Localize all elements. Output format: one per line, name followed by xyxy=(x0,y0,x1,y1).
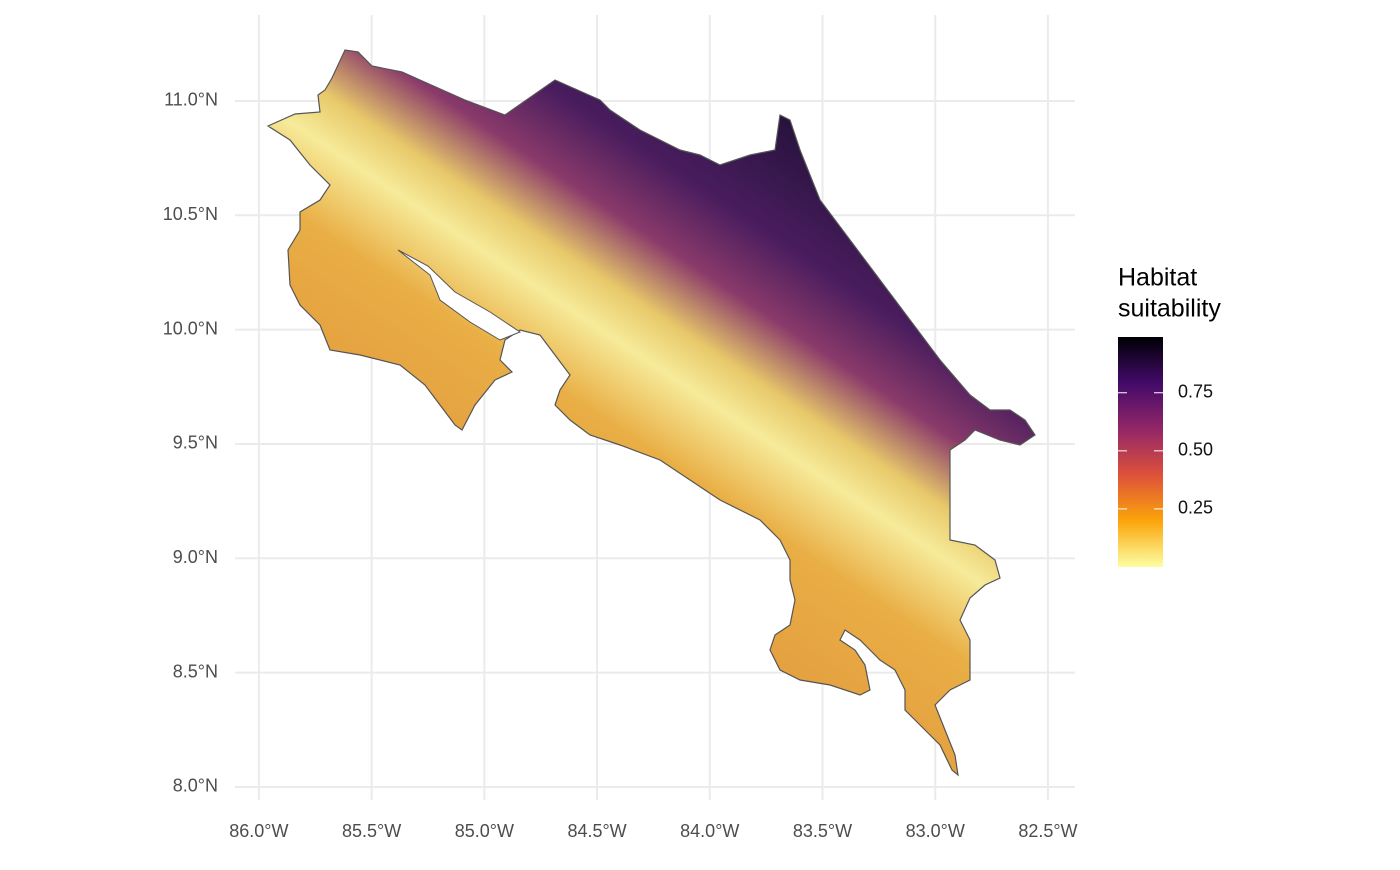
y-tick-label: 10.0°N xyxy=(163,318,218,338)
x-tick-label: 85.0°W xyxy=(455,821,514,841)
gulf xyxy=(397,249,522,341)
country-shape xyxy=(266,49,1036,777)
x-tick-label: 83.5°W xyxy=(793,821,852,841)
y-tick-label: 9.5°N xyxy=(173,433,218,453)
legend-title: suitability xyxy=(1118,295,1221,323)
legend-title: Habitat xyxy=(1118,264,1197,292)
y-tick-label: 10.5°N xyxy=(163,204,218,224)
x-tick-label: 83.0°W xyxy=(906,821,965,841)
x-tick-label: 86.0°W xyxy=(229,821,288,841)
x-tick-label: 82.5°W xyxy=(1018,821,1077,841)
colorbar xyxy=(1118,337,1163,567)
x-tick-label: 84.5°W xyxy=(567,821,626,841)
x-tick-label: 84.0°W xyxy=(680,821,739,841)
x-tick-label: 85.5°W xyxy=(342,821,401,841)
y-tick-label: 8.0°N xyxy=(173,776,218,796)
legend-tick-label: 0.50 xyxy=(1178,440,1213,460)
y-tick-label: 9.0°N xyxy=(173,547,218,567)
legend-tick-label: 0.25 xyxy=(1178,498,1213,518)
y-tick-label: 8.5°N xyxy=(173,661,218,681)
legend-tick-label: 0.75 xyxy=(1178,382,1213,402)
y-tick-label: 11.0°N xyxy=(164,90,218,110)
